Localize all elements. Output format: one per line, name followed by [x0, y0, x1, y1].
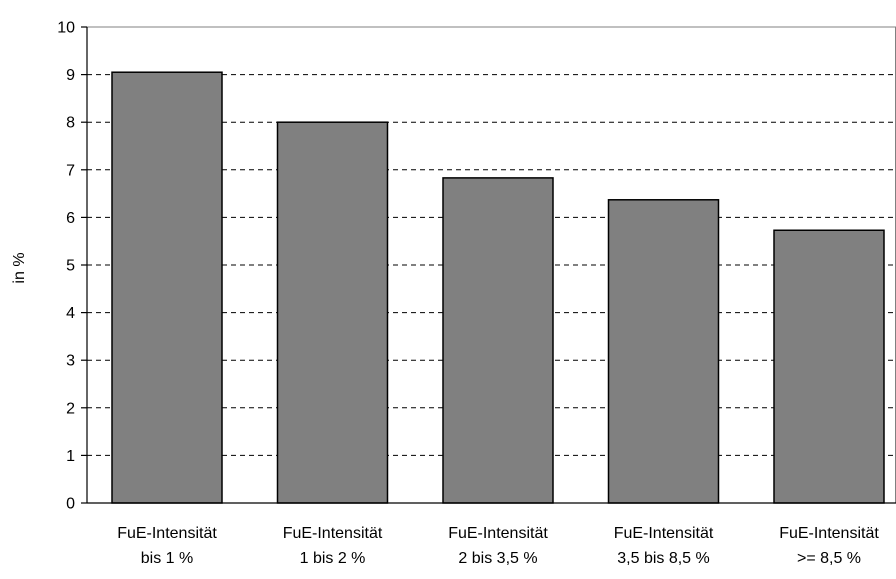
bar-2 [276, 121, 389, 504]
bar-1 [111, 71, 223, 504]
y-tick-label-8: 8 [66, 115, 75, 132]
y-tick-labels: 0 1 2 3 4 5 6 7 8 9 10 [57, 20, 75, 513]
y-tick-label-4: 4 [66, 305, 75, 322]
bars [111, 71, 885, 504]
x-category-label-1-line-1: FuE-Intensität [117, 525, 217, 542]
y-tick-label-10: 10 [57, 20, 75, 37]
bar-4 [607, 199, 720, 504]
y-axis-title: in % [11, 252, 28, 283]
y-tick-label-0: 0 [66, 496, 75, 513]
y-tick-label-7: 7 [66, 162, 75, 179]
y-tick-label-2: 2 [66, 400, 75, 417]
x-category-label-2-line-2: 1 bis 2 % [300, 550, 366, 567]
bar-5 [773, 229, 885, 504]
y-tick-label-5: 5 [66, 258, 75, 275]
y-tick-label-6: 6 [66, 210, 75, 227]
x-category-label-1-line-2: bis 1 % [141, 550, 193, 567]
x-category-label-3-line-2: 2 bis 3,5 % [458, 550, 537, 567]
y-tick-label-1: 1 [66, 448, 75, 465]
y-tick-label-9: 9 [66, 67, 75, 84]
x-category-label-5-line-1: FuE-Intensität [779, 525, 879, 542]
bar-3 [442, 177, 554, 504]
y-tick-label-3: 3 [66, 353, 75, 370]
x-category-labels: FuE-Intensität bis 1 % FuE-Intensität 1 bis… [117, 525, 879, 567]
x-category-label-4-line-1: FuE-Intensität [614, 525, 714, 542]
axes [81, 26, 896, 504]
x-category-label-3-line-1: FuE-Intensität [448, 525, 548, 542]
x-category-label-5-line-2: >= 8,5 % [797, 550, 861, 567]
x-category-label-2-line-1: FuE-Intensität [283, 525, 383, 542]
x-category-label-4-line-2: 3,5 bis 8,5 % [617, 550, 710, 567]
